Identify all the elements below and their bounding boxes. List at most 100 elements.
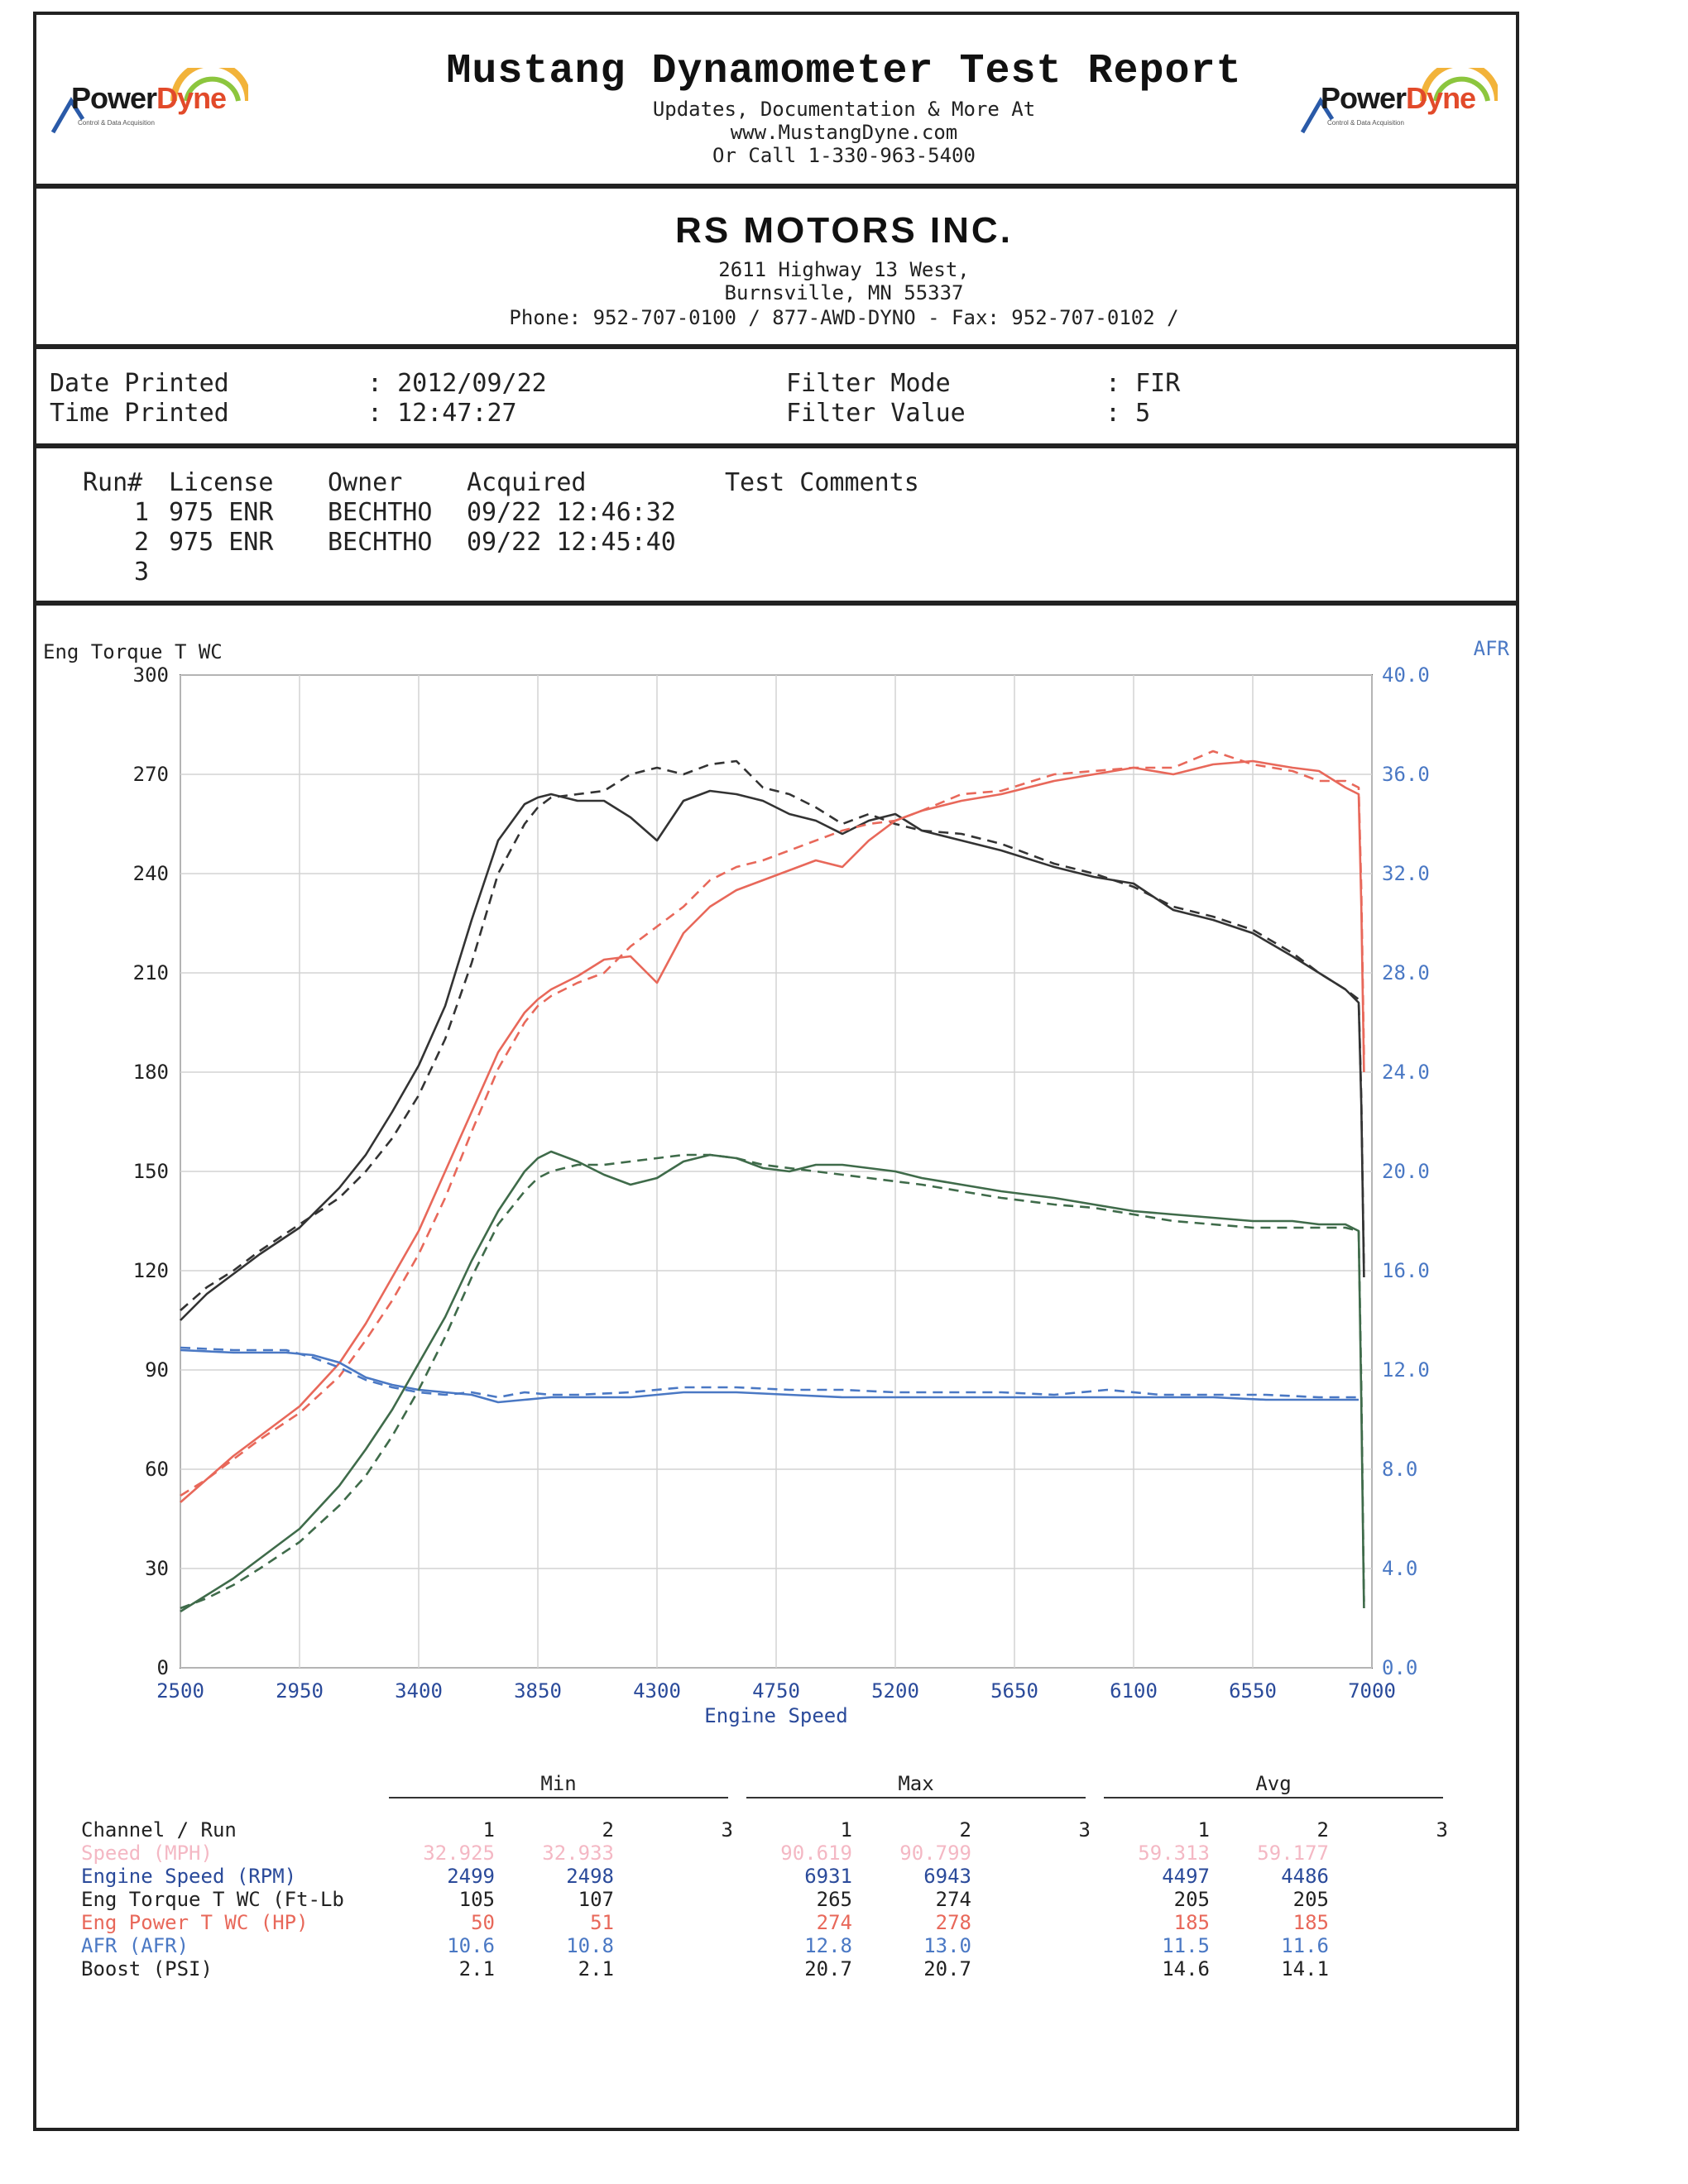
summary-row-value: 12.8 (804, 1934, 852, 1957)
summary-row-value: 59.313 (1138, 1842, 1210, 1865)
date-printed-value: : 2012/09/22 (367, 369, 547, 398)
summary-row-value: 107 (578, 1888, 614, 1911)
y-right-axis-title: AFR (1474, 637, 1510, 660)
y-left-tick-label: 240 (133, 862, 169, 885)
summary-group-max: Max (898, 1772, 934, 1795)
dyno-chart: 2500 2950 3400 3850 4300 4750 5200 5650 6100 6550… (43, 637, 1510, 1727)
summary-row-channel: Boost (PSI) (81, 1957, 213, 1980)
run-1-license: 975 ENR (169, 498, 274, 527)
x-tick-label: 2950 (276, 1679, 324, 1703)
run-2-number: 2 (134, 528, 150, 557)
summary-run-col-header: 2 (602, 1818, 614, 1842)
summary-row-value: 11.5 (1162, 1934, 1210, 1957)
torque-run-2-line (180, 759, 1365, 1311)
summary-row-value: 50 (471, 1911, 495, 1934)
x-tick-label: 6550 (1229, 1679, 1277, 1703)
filter-mode-label: Filter Mode (786, 369, 951, 398)
section-divider (33, 344, 1519, 349)
x-tick-label: 7000 (1348, 1679, 1396, 1703)
summary-row-channel: Eng Power T WC (HP) (81, 1911, 309, 1934)
summary-row-value: 278 (935, 1911, 971, 1934)
date-printed-label: Date Printed (50, 369, 229, 398)
section-divider (33, 184, 1519, 189)
y-left-tick-label: 30 (145, 1557, 169, 1580)
y-right-tick-label: 32.0 (1382, 862, 1430, 885)
runs-header-owner: Owner (328, 468, 403, 497)
header-phone: Or Call 1-330-963-5400 (712, 144, 976, 167)
y-left-tick-label: 210 (133, 961, 169, 984)
chart-axes: 2500 2950 3400 3850 4300 4750 5200 5650 6100 6550… (43, 637, 1510, 1727)
run-1-acquired: 09/22 12:46:32 (467, 498, 676, 527)
y-right-tick-label: 40.0 (1382, 663, 1430, 687)
time-printed-label: Time Printed (50, 399, 229, 428)
y-left-tick-label: 300 (133, 663, 169, 687)
summary-row-value: 20.7 (804, 1957, 852, 1980)
filter-value-label: Filter Value (786, 399, 966, 428)
runs-header-comments: Test Comments (725, 468, 919, 497)
summary-row-value: 10.6 (447, 1934, 495, 1957)
summary-row-value: 205 (1292, 1888, 1329, 1911)
x-tick-label: 3850 (514, 1679, 562, 1703)
summary-row-value: 20.7 (923, 1957, 971, 1980)
summary-row-value: 2.1 (578, 1957, 614, 1980)
summary-row-value: 6943 (923, 1865, 971, 1888)
summary-run-col-header: 1 (1197, 1818, 1210, 1842)
y-left-tick-label: 270 (133, 763, 169, 786)
y-right-tick-label: 16.0 (1382, 1259, 1430, 1282)
y-right-tick-label: 0.0 (1382, 1656, 1417, 1679)
shop-phone: Phone: 952-707-0100 / 877-AWD-DYNO - Fax… (509, 306, 1179, 329)
y-left-axis-title: Eng Torque T WC (43, 640, 223, 663)
summary-run-col-header: 3 (1078, 1818, 1091, 1842)
shop-address-2: Burnsville, MN 55337 (724, 281, 964, 304)
section-divider (33, 601, 1519, 606)
summary-row-value: 265 (816, 1888, 852, 1911)
x-tick-label: 3400 (395, 1679, 443, 1703)
runs-header-run: Run# (83, 468, 143, 497)
summary-row-channel: Speed (MPH) (81, 1842, 213, 1865)
y-right-tick-label: 28.0 (1382, 961, 1430, 984)
summary-run-col-header: 1 (482, 1818, 495, 1842)
summary-run-col-header: 3 (721, 1818, 733, 1842)
y-left-tick-label: 90 (145, 1358, 169, 1382)
y-right-tick-label: 20.0 (1382, 1160, 1430, 1183)
x-tick-label: 4750 (752, 1679, 800, 1703)
run-1-number: 1 (134, 498, 150, 527)
boost-run-2-line (180, 1153, 1365, 1610)
summary-row-value: 2498 (566, 1865, 614, 1888)
x-tick-label: 4300 (633, 1679, 681, 1703)
summary-row-value: 4486 (1281, 1865, 1329, 1888)
shop-name: RS MOTORS INC. (675, 210, 1013, 251)
report-title: Mustang Dynamometer Test Report (446, 48, 1242, 95)
filter-mode-value: : FIR (1105, 369, 1181, 398)
powerdyne-logo-left: PowerDyne Control & Data Acquisition (50, 60, 252, 142)
afr-run-1-line (180, 1348, 1359, 1404)
x-tick-label: 6100 (1110, 1679, 1158, 1703)
summary-row-value: 2.1 (458, 1957, 495, 1980)
summary-row-value: 90.619 (780, 1842, 852, 1865)
y-right-tick-label: 12.0 (1382, 1358, 1430, 1382)
y-left-tick-label: 150 (133, 1160, 169, 1183)
summary-row-value: 185 (1173, 1911, 1210, 1934)
report-frame (33, 12, 1519, 2131)
summary-group-avg: Avg (1255, 1772, 1292, 1795)
chart-series (180, 750, 1365, 1613)
power-run-2-line (180, 750, 1365, 1497)
summary-row-value: 10.8 (566, 1934, 614, 1957)
y-right-tick-label: 24.0 (1382, 1061, 1430, 1084)
summary-row-value: 4497 (1162, 1865, 1210, 1888)
run-2-acquired: 09/22 12:45:40 (467, 528, 676, 557)
time-printed-value: : 12:47:27 (367, 399, 517, 428)
y-left-tick-label: 0 (157, 1656, 169, 1679)
summary-row-channel: Eng Torque T WC (Ft-Lb (81, 1888, 344, 1911)
summary-row-value: 11.6 (1281, 1934, 1329, 1957)
section-divider (33, 443, 1519, 448)
summary-row-value: 274 (935, 1888, 971, 1911)
y-right-tick-label: 4.0 (1382, 1557, 1417, 1580)
x-tick-label: 5650 (990, 1679, 1038, 1703)
summary-group-min: Min (540, 1772, 577, 1795)
summary-run-col-header: 2 (1316, 1818, 1329, 1842)
runs-header-acquired: Acquired (467, 468, 587, 497)
header-website: www.MustangDyne.com (730, 121, 958, 144)
y-left-tick-label: 120 (133, 1259, 169, 1282)
torque-run-1-line (180, 789, 1365, 1321)
